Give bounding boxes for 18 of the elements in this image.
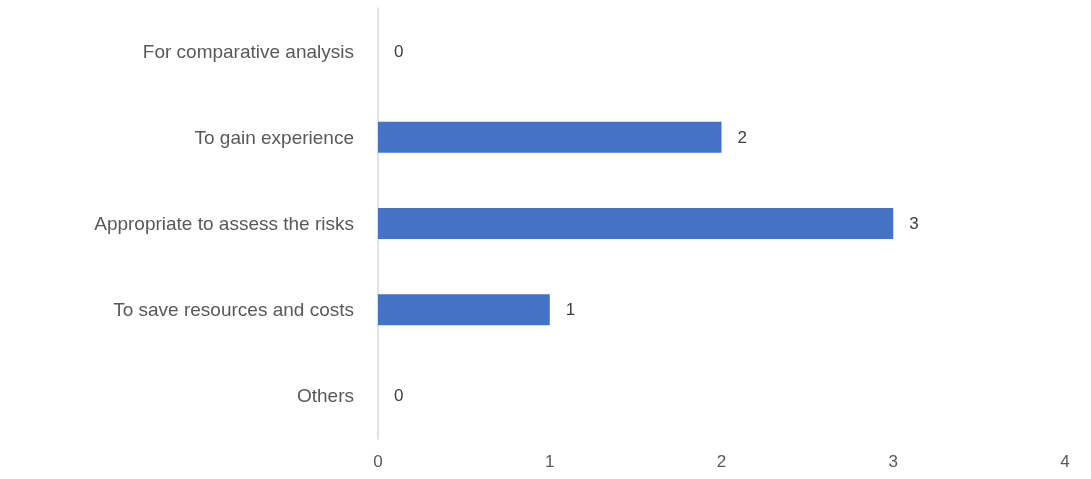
x-tick-label: 0 xyxy=(373,452,383,471)
data-label: 3 xyxy=(909,214,919,233)
y-tick-label: Others xyxy=(296,385,354,407)
data-label: 2 xyxy=(737,127,747,147)
x-tick-label: 4 xyxy=(1060,452,1070,471)
y-tick-label: To save resources and costs xyxy=(113,299,354,321)
bar xyxy=(378,207,894,240)
data-label: 1 xyxy=(565,300,576,320)
bar xyxy=(378,294,550,326)
data-label: 0 xyxy=(394,41,404,61)
y-tick-label: For comparative analysis xyxy=(142,40,354,62)
data-label: 0 xyxy=(394,386,404,406)
x-tick-label: 3 xyxy=(888,452,898,471)
bar xyxy=(378,121,722,153)
x-tick-label: 1 xyxy=(545,452,555,471)
y-tick-label: To gain experience xyxy=(194,126,354,148)
x-tick-label: 2 xyxy=(716,452,727,471)
y-tick-label: Appropriate to assess the risks xyxy=(94,213,354,234)
